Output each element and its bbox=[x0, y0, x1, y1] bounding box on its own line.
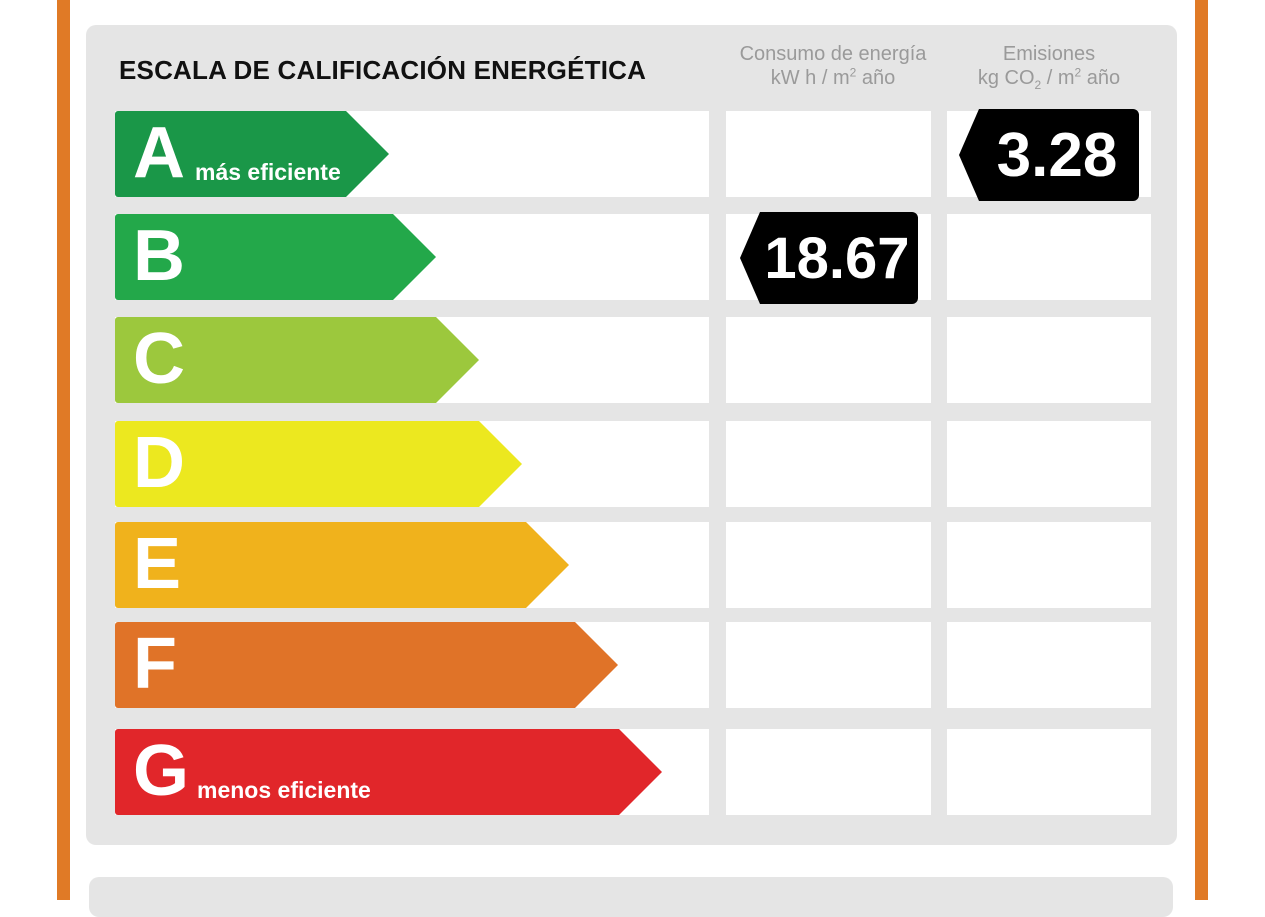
emisiones-column-header: Emisiones kg CO2 / m2 año bbox=[939, 42, 1159, 92]
emisiones-cell-b bbox=[947, 214, 1151, 300]
rating-row-a: A más eficiente bbox=[115, 111, 1151, 197]
consumo-cell-a bbox=[726, 111, 931, 197]
emisiones-value-badge: 3.28 bbox=[959, 109, 1139, 201]
frame-right-border bbox=[1195, 0, 1208, 900]
scale-title: ESCALA DE CALIFICACIÓN ENERGÉTICA bbox=[119, 55, 647, 85]
rating-row-e: E bbox=[115, 522, 1151, 608]
rating-arrow-e: E bbox=[115, 522, 569, 608]
rating-letter: D bbox=[133, 423, 185, 503]
emisiones-header-label: Emisiones bbox=[1002, 43, 1096, 65]
next-panel bbox=[89, 877, 1173, 917]
rating-row-d: D bbox=[115, 421, 1151, 507]
rating-arrow-c: C bbox=[115, 317, 479, 403]
rating-letter: G bbox=[133, 731, 190, 811]
frame-left-border bbox=[57, 0, 70, 900]
rating-arrow-d: D bbox=[115, 421, 522, 507]
consumo-header-label: Consumo de energía bbox=[739, 43, 927, 65]
rating-sublabel: más eficiente bbox=[195, 159, 341, 185]
consumo-cell-e bbox=[726, 522, 931, 608]
emisiones-cell-f bbox=[947, 622, 1151, 708]
consumo-cell-f bbox=[726, 622, 931, 708]
rating-row-g: G menos eficiente bbox=[115, 729, 1151, 815]
rating-arrow-b: B bbox=[115, 214, 436, 300]
rating-row-b: B bbox=[115, 214, 1151, 300]
consumo-value-badge: 18.67 bbox=[740, 212, 918, 304]
consumo-cell-c bbox=[726, 317, 931, 403]
rating-arrow-g: G menos eficiente bbox=[115, 729, 662, 815]
emisiones-header-unit: kg CO2 / m2 año bbox=[977, 65, 1121, 92]
consumo-cell-d bbox=[726, 421, 931, 507]
rating-letter: C bbox=[133, 319, 185, 399]
rating-arrow-a: A más eficiente bbox=[115, 111, 389, 197]
consumo-cell-g bbox=[726, 729, 931, 815]
emisiones-cell-g bbox=[947, 729, 1151, 815]
rating-arrow-f: F bbox=[115, 622, 618, 708]
rating-letter: E bbox=[133, 524, 182, 604]
rating-letter: A bbox=[133, 113, 185, 193]
emisiones-cell-d bbox=[947, 421, 1151, 507]
rating-row-c: C bbox=[115, 317, 1151, 403]
rating-row-f: F bbox=[115, 622, 1151, 708]
consumo-header-unit: kW h / m2 año bbox=[770, 65, 896, 89]
consumo-column-header: Consumo de energía kW h / m2 año bbox=[723, 42, 943, 90]
rating-letter: B bbox=[133, 216, 185, 296]
rating-letter: F bbox=[133, 624, 177, 704]
emisiones-cell-e bbox=[947, 522, 1151, 608]
emisiones-cell-c bbox=[947, 317, 1151, 403]
rating-sublabel: menos eficiente bbox=[197, 777, 371, 803]
